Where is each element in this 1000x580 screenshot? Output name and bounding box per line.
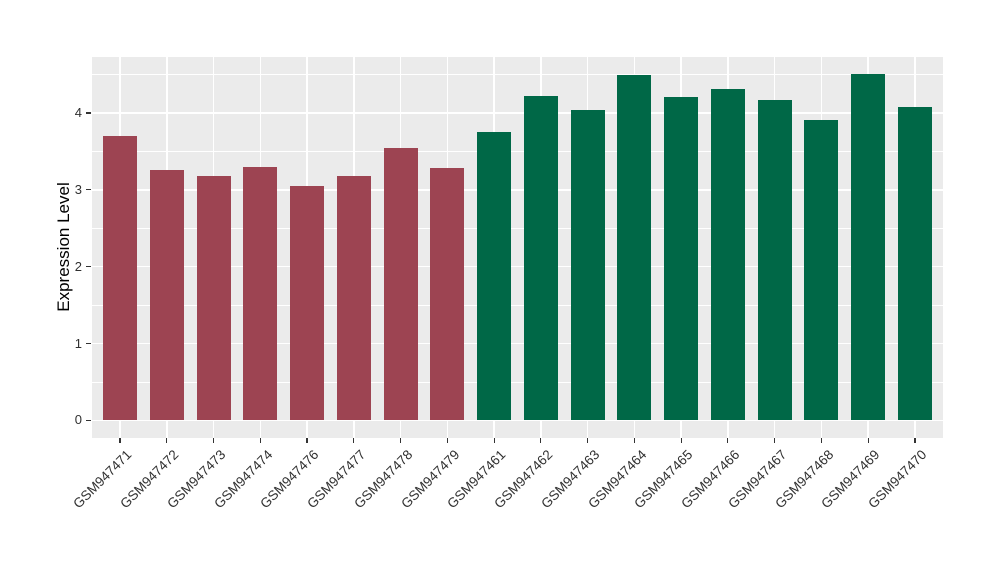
y-tick-label: 4 [74, 105, 82, 121]
x-tick-mark [587, 438, 589, 443]
gridline-minor [92, 304, 943, 306]
y-tick-label: 2 [74, 258, 82, 274]
y-tick-mark [86, 112, 91, 114]
gridline-major [92, 266, 943, 268]
bar-GSM947474 [243, 166, 278, 421]
x-tick-mark [540, 438, 542, 443]
x-tick-mark [914, 438, 916, 443]
bar-GSM947467 [757, 100, 792, 421]
bar-GSM947478 [383, 148, 418, 421]
gridline-minor [92, 227, 943, 229]
bar-GSM947464 [617, 74, 652, 421]
y-tick-mark [86, 266, 91, 268]
bar-GSM947472 [149, 169, 184, 421]
gridline-major [92, 419, 943, 422]
y-tick-mark [86, 189, 91, 191]
y-tick-mark [86, 342, 91, 345]
x-tick-mark [353, 438, 355, 443]
x-tick-mark [633, 438, 635, 443]
x-tick-mark [867, 438, 869, 443]
x-tick-mark [446, 438, 448, 443]
x-tick-mark [400, 438, 402, 443]
bar-GSM947471 [103, 136, 138, 421]
bar-GSM947461 [477, 131, 512, 421]
y-tick-label: 3 [74, 181, 82, 197]
x-tick-mark [306, 438, 308, 443]
bar-GSM947462 [523, 96, 558, 421]
bar-GSM947476 [290, 186, 325, 421]
x-tick-mark [820, 438, 823, 443]
gridline-minor [92, 381, 943, 383]
x-tick-mark [727, 438, 729, 443]
x-tick-mark [166, 438, 168, 443]
bar-GSM947470 [897, 106, 932, 421]
x-tick-mark [774, 438, 776, 443]
bar-GSM947466 [710, 89, 745, 421]
bar-GSM947468 [804, 119, 839, 421]
x-tick-mark [119, 438, 121, 443]
x-tick-mark [212, 438, 215, 443]
bar-GSM947465 [664, 96, 699, 421]
gridline-major [92, 189, 943, 191]
bar-GSM947473 [196, 176, 231, 421]
gridline-major [92, 112, 943, 114]
gridline-minor [92, 151, 943, 152]
gridline-major [92, 342, 943, 345]
x-tick-mark [493, 438, 495, 443]
y-tick-label: 0 [74, 412, 82, 428]
y-tick-mark [86, 419, 91, 421]
y-axis-title: Expression Level [54, 182, 73, 312]
gridline-minor [92, 74, 943, 76]
bar-GSM947479 [430, 167, 465, 421]
x-tick-mark [680, 438, 682, 443]
plot-panel [92, 57, 943, 438]
bar-GSM947469 [851, 73, 886, 421]
bar-GSM947477 [336, 176, 371, 421]
bar-GSM947463 [570, 110, 605, 421]
y-tick-label: 1 [74, 335, 82, 351]
x-tick-mark [259, 438, 261, 443]
